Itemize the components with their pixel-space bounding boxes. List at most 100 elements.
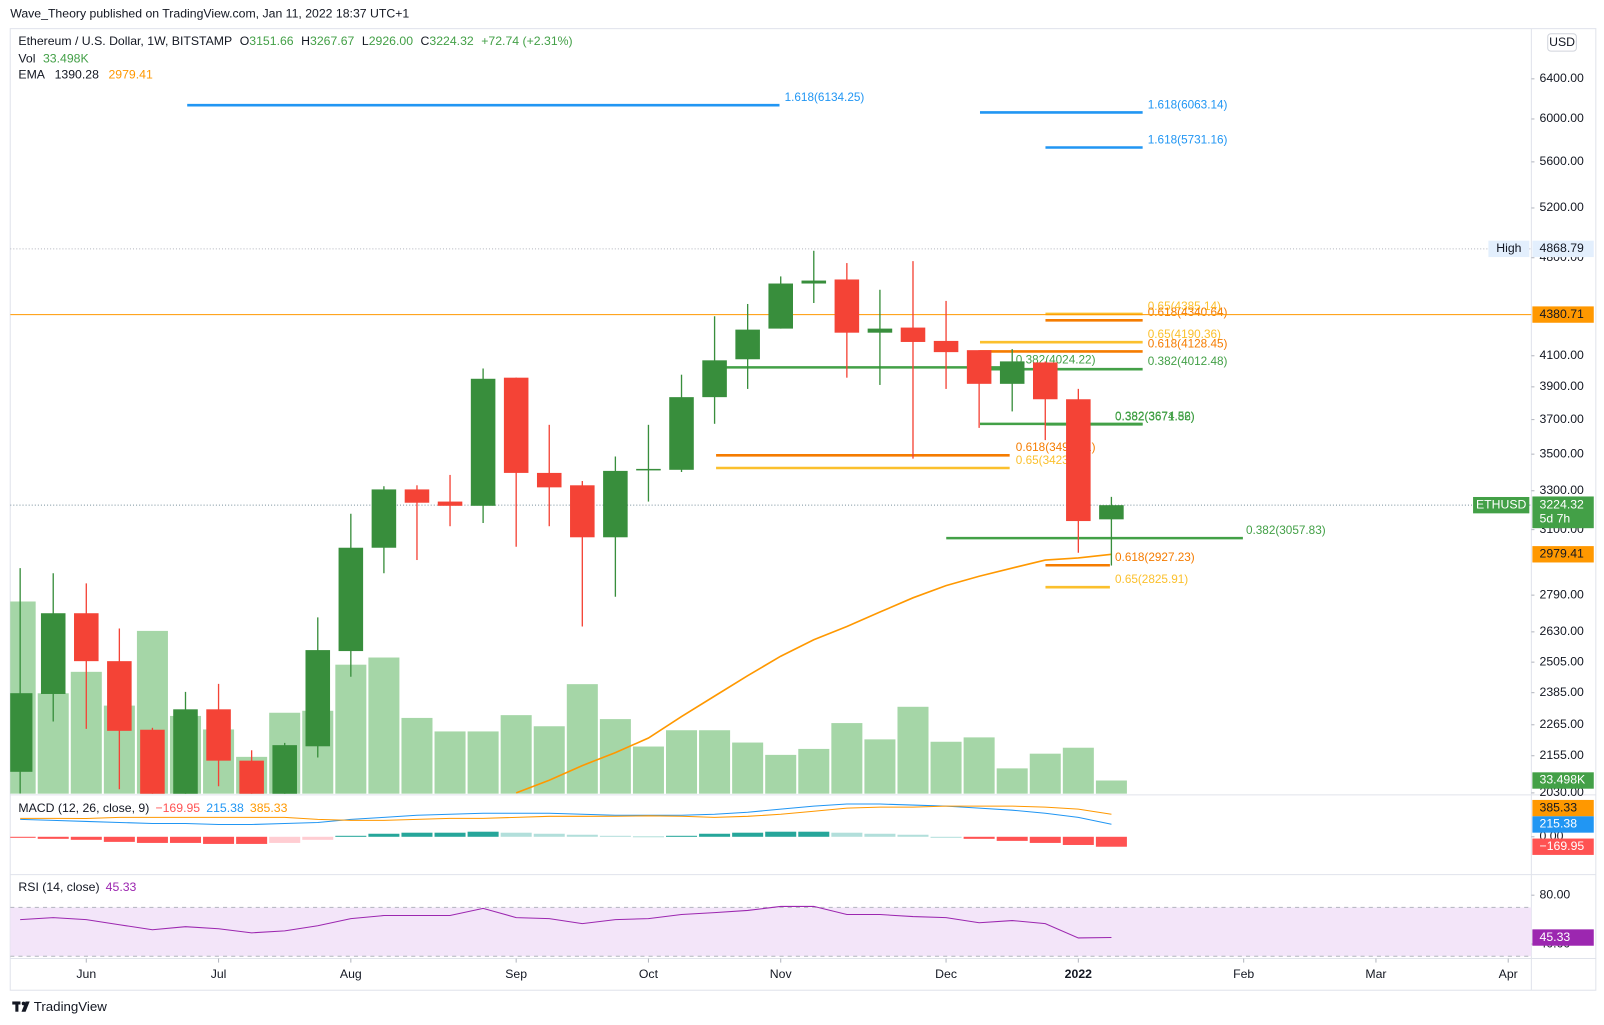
volume-bar (765, 754, 797, 794)
signal-box (1532, 799, 1594, 817)
macd-histogram-bar (169, 836, 202, 843)
macd-histogram-bar (963, 836, 995, 839)
legend-value: 3224.32 (429, 34, 474, 48)
rsi-band (10, 907, 1532, 957)
volume-bar (1029, 753, 1061, 794)
macd-histogram-bar (533, 833, 565, 837)
legend-value: 3151.66 (249, 34, 294, 48)
candle-body (206, 709, 231, 761)
x-tick-label: Dec (935, 967, 957, 981)
volume-box (1532, 772, 1594, 789)
candle-body (900, 327, 926, 342)
volume-bar (467, 731, 499, 794)
candle-body (1066, 399, 1091, 522)
macd-histogram-bar (599, 835, 631, 837)
rsi-y-tick-label: 80.00 (1540, 887, 1571, 901)
volume-bar (632, 746, 664, 794)
macd-histogram-bar (897, 834, 929, 837)
legend-value: 2926.00 (369, 34, 414, 48)
macd-histogram-bar (996, 836, 1028, 841)
candle-body (834, 279, 860, 333)
candle-body (40, 613, 66, 694)
fib-label: 1.618(5731.16) (1148, 133, 1228, 146)
macd-histogram-bar (10, 836, 36, 838)
fib-label: 1.618(6063.14) (1148, 98, 1228, 111)
macd-histogram-bar (632, 836, 664, 838)
macd-histogram-bar (1029, 836, 1061, 843)
y-tick-label: 3900.00 (1540, 379, 1585, 393)
macd-histogram-bar (401, 832, 433, 837)
candle-body (140, 729, 165, 794)
y-tick-label: 3500.00 (1540, 446, 1585, 460)
x-tick-label: Mar (1365, 967, 1386, 981)
rsi-legend-value: 45.33 (106, 880, 137, 894)
x-tick-label: 2022 (1065, 967, 1092, 981)
rsi-pane (10, 905, 1532, 957)
fib-label: 0.618(4340.64) (1148, 306, 1228, 319)
macd-histogram-bar (70, 836, 102, 840)
macd-histogram-bar (236, 836, 268, 844)
volume-bar (368, 657, 400, 794)
macd-histogram-bar (930, 836, 962, 838)
price-line-value: 3224.32 (1540, 497, 1585, 511)
y-tick-label: 2790.00 (1540, 587, 1585, 601)
publisher: Wave_Theory published on TradingView.com… (10, 7, 409, 21)
fib-label: 0.65(4190.36) (1148, 328, 1221, 341)
countdown: 5d 7h (1540, 512, 1571, 526)
macd-histogram-bar (864, 833, 896, 837)
macd-histogram-bar (500, 832, 532, 837)
candle-body (470, 378, 496, 506)
candle-body (1099, 505, 1124, 520)
price-line-box (1532, 240, 1594, 258)
fib-label: 0.382(3674.52) (1115, 410, 1195, 423)
legend-key: EMA (18, 68, 45, 82)
signal-line (20, 805, 1112, 821)
legend-key: O (240, 34, 250, 48)
y-tick-label: 5200.00 (1540, 200, 1585, 214)
macd-histogram-bar (798, 831, 830, 837)
x-tick-label: Oct (639, 967, 659, 981)
fib-label: 0.382(3057.83) (1246, 524, 1326, 537)
macd-histogram-bar (203, 836, 235, 844)
logo-part (21, 1001, 30, 1012)
axes: 6400.006000.005600.005200.004800.004100.… (18, 71, 1594, 981)
legend-key: L (362, 34, 369, 48)
candle-body (636, 468, 661, 471)
volume-bar (996, 768, 1028, 794)
frame (9, 28, 1597, 991)
signal-value: 385.33 (1540, 800, 1578, 814)
macd-histogram-bar (566, 834, 598, 837)
macd-histogram-bar (1062, 836, 1094, 845)
x-tick-label: Feb (1233, 967, 1254, 981)
candle-body (603, 470, 628, 538)
candle-body (999, 361, 1025, 384)
currency[interactable]: USD (1549, 35, 1575, 49)
legend-key: Vol (18, 52, 35, 66)
volume-bar (897, 706, 929, 794)
macd-pane (10, 803, 1127, 847)
price-line-tag (1488, 240, 1530, 258)
legend-value: 3267.67 (310, 34, 355, 48)
y-tick-label: 4100.00 (1540, 348, 1585, 362)
volume-bar (732, 742, 764, 794)
volume-bar (831, 723, 863, 794)
volume-value: 33.498K (1540, 773, 1587, 787)
macd-histogram-bar (37, 836, 69, 839)
volume-bar (666, 730, 698, 794)
logo-part (15, 1001, 19, 1012)
volume-bar (930, 741, 962, 794)
volume-bar (1062, 747, 1094, 794)
macd-legend-value: 385.33 (250, 801, 288, 815)
fib-label: 0.618(2927.23) (1115, 551, 1195, 564)
y-tick-label: 5600.00 (1540, 154, 1585, 168)
price-line-name: High (1496, 241, 1521, 255)
candle-body (933, 340, 959, 353)
brand-logo (12, 1001, 30, 1012)
candle-body (1032, 362, 1058, 400)
candle-body (801, 280, 827, 284)
legend-change: +72.74 (+2.31%) (481, 34, 572, 48)
currency-button[interactable] (1547, 33, 1577, 52)
x-tick-label: Jul (211, 967, 227, 981)
